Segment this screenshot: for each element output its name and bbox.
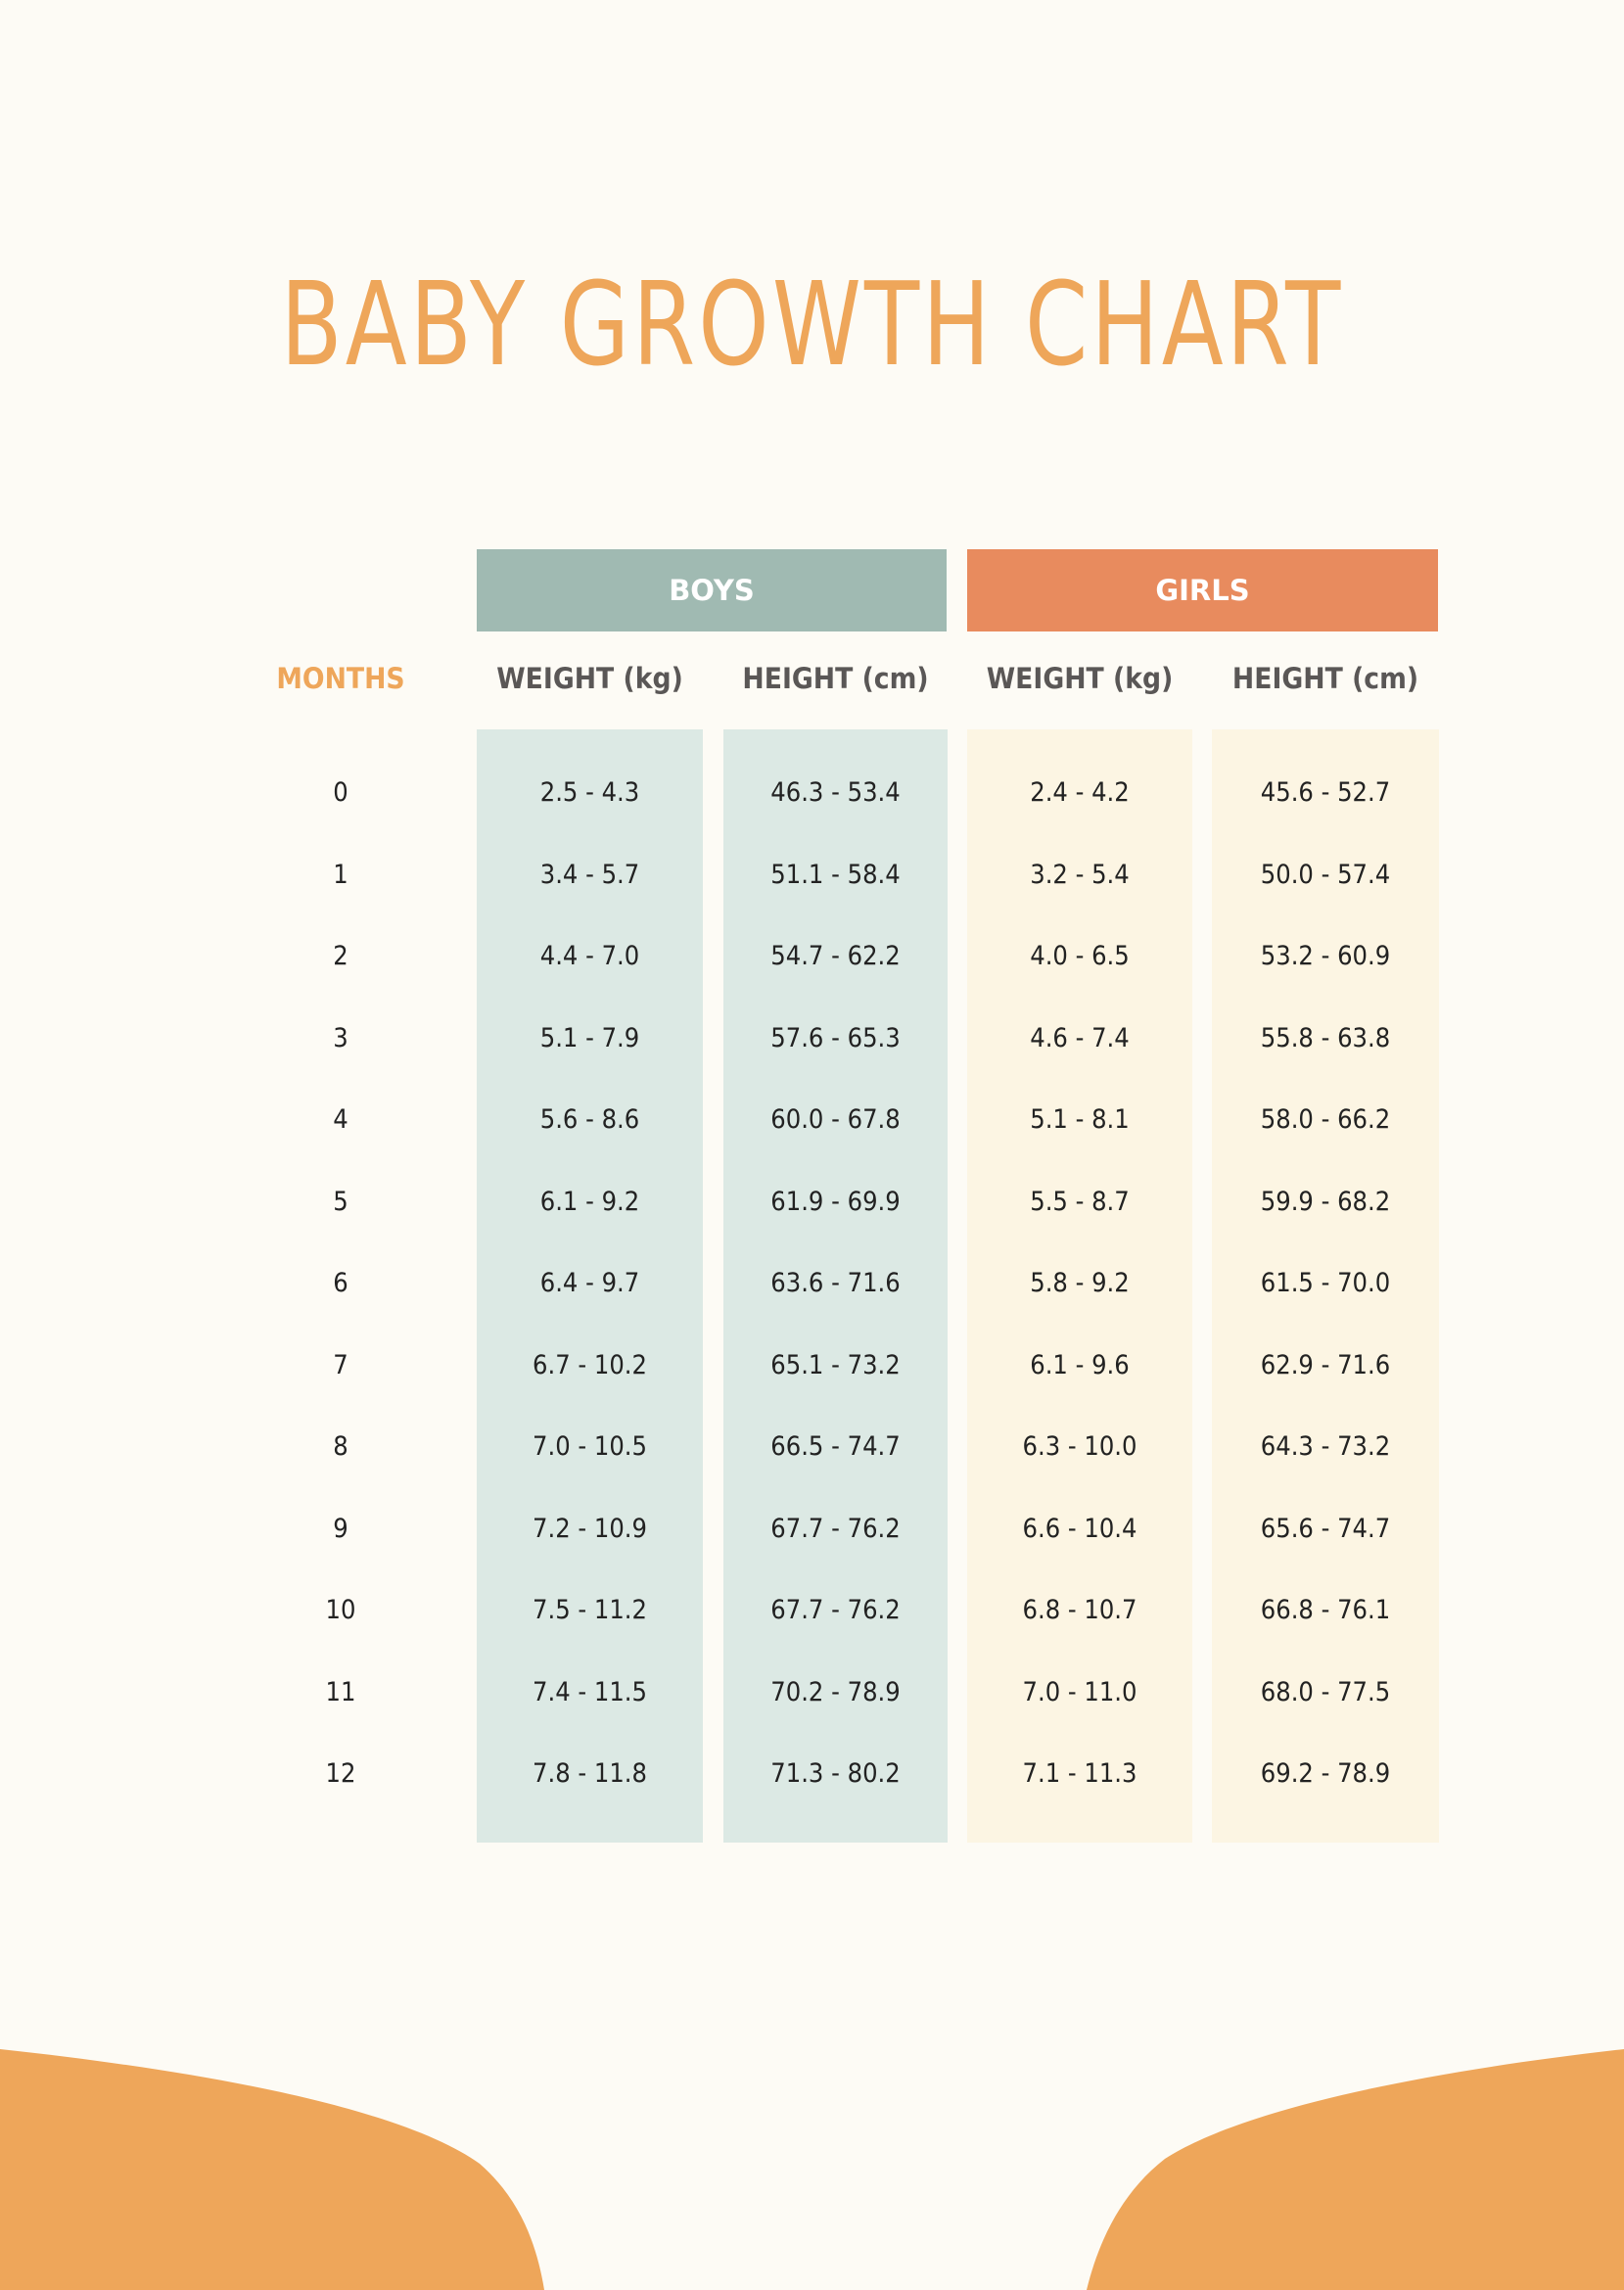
cell-boys-height: 46.3 - 53.4	[770, 777, 901, 808]
cell-boys-height: 65.1 - 73.2	[770, 1349, 901, 1380]
cell-girls-height: 69.2 - 78.9	[1260, 1758, 1391, 1789]
cell-girls-weight: 6.8 - 10.7	[1022, 1595, 1137, 1625]
cell-boys-height: 54.7 - 62.2	[770, 941, 901, 971]
cell-girls-height: 66.8 - 76.1	[1260, 1595, 1391, 1625]
cell-boys-height: 61.9 - 69.9	[770, 1186, 901, 1217]
cell-months: 12	[325, 1758, 356, 1789]
cell-girls-height: 58.0 - 66.2	[1260, 1104, 1391, 1135]
cell-girls-weight: 6.1 - 9.6	[1030, 1349, 1130, 1380]
cell-boys-weight: 4.4 - 7.0	[539, 941, 640, 971]
cell-girls-weight: 3.2 - 5.4	[1030, 859, 1130, 890]
column-header-girls-height: HEIGHT (cm)	[1231, 662, 1419, 695]
cell-girls-height: 65.6 - 74.7	[1260, 1513, 1391, 1544]
cell-boys-weight: 5.6 - 8.6	[539, 1104, 640, 1135]
cell-boys-weight: 5.1 - 7.9	[539, 1022, 640, 1053]
cell-girls-height: 50.0 - 57.4	[1260, 859, 1391, 890]
cell-girls-weight: 6.6 - 10.4	[1022, 1513, 1137, 1544]
page-title: BABY GROWTH CHART	[280, 257, 1344, 392]
cell-boys-weight: 6.1 - 9.2	[539, 1186, 640, 1217]
cell-months: 6	[333, 1268, 348, 1298]
cell-girls-weight: 5.8 - 9.2	[1030, 1268, 1130, 1298]
cell-boys-weight: 7.0 - 10.5	[533, 1431, 647, 1462]
right-wave-shape	[1087, 2049, 1624, 2290]
column-header-boys-weight: WEIGHT (kg)	[496, 662, 683, 695]
cell-months: 0	[333, 777, 348, 808]
girls-group-header: GIRLS	[967, 549, 1438, 631]
cell-months: 1	[333, 859, 348, 890]
left-wave-shape	[0, 2049, 544, 2290]
cell-boys-weight: 7.2 - 10.9	[533, 1513, 647, 1544]
cell-girls-height: 61.5 - 70.0	[1260, 1268, 1391, 1298]
cell-months: 4	[333, 1104, 348, 1135]
cell-girls-weight: 7.1 - 11.3	[1022, 1758, 1137, 1789]
cell-months: 9	[333, 1513, 348, 1544]
cell-boys-height: 67.7 - 76.2	[770, 1513, 901, 1544]
column-header-girls-weight: WEIGHT (kg)	[986, 662, 1174, 695]
girls-height-column-bg	[1212, 729, 1439, 1843]
cell-boys-height: 57.6 - 65.3	[770, 1022, 901, 1053]
cell-boys-height: 67.7 - 76.2	[770, 1595, 901, 1625]
boys-weight-column-bg	[477, 729, 703, 1843]
cell-boys-height: 70.2 - 78.9	[770, 1676, 901, 1707]
cell-boys-height: 66.5 - 74.7	[770, 1431, 901, 1462]
boys-group-header: BOYS	[477, 549, 947, 631]
cell-boys-weight: 2.5 - 4.3	[539, 777, 640, 808]
column-header-boys-height: HEIGHT (cm)	[742, 662, 929, 695]
cell-boys-height: 71.3 - 80.2	[770, 1758, 901, 1789]
cell-boys-weight: 7.5 - 11.2	[533, 1595, 647, 1625]
boys-height-column-bg	[723, 729, 948, 1843]
cell-boys-height: 63.6 - 71.6	[770, 1268, 901, 1298]
cell-months: 7	[333, 1349, 348, 1380]
cell-boys-weight: 6.4 - 9.7	[539, 1268, 640, 1298]
cell-boys-weight: 3.4 - 5.7	[539, 859, 640, 890]
cell-girls-weight: 4.6 - 7.4	[1030, 1022, 1130, 1053]
cell-girls-height: 62.9 - 71.6	[1260, 1349, 1391, 1380]
cell-girls-weight: 2.4 - 4.2	[1030, 777, 1130, 808]
cell-boys-height: 51.1 - 58.4	[770, 859, 901, 890]
cell-girls-weight: 7.0 - 11.0	[1022, 1676, 1137, 1707]
cell-girls-height: 68.0 - 77.5	[1260, 1676, 1391, 1707]
cell-months: 10	[325, 1595, 356, 1625]
cell-boys-height: 60.0 - 67.8	[770, 1104, 901, 1135]
cell-months: 8	[333, 1431, 348, 1462]
cell-girls-weight: 5.5 - 8.7	[1030, 1186, 1130, 1217]
column-header-months: MONTHS	[276, 662, 405, 695]
cell-girls-weight: 6.3 - 10.0	[1022, 1431, 1137, 1462]
cell-girls-weight: 4.0 - 6.5	[1030, 941, 1130, 971]
cell-boys-weight: 7.4 - 11.5	[533, 1676, 647, 1707]
cell-girls-height: 45.6 - 52.7	[1260, 777, 1391, 808]
cell-girls-height: 55.8 - 63.8	[1260, 1022, 1391, 1053]
cell-months: 11	[325, 1676, 356, 1707]
cell-months: 2	[333, 941, 348, 971]
cell-girls-height: 64.3 - 73.2	[1260, 1431, 1391, 1462]
cell-girls-weight: 5.1 - 8.1	[1030, 1104, 1130, 1135]
cell-girls-height: 53.2 - 60.9	[1260, 941, 1391, 971]
cell-girls-height: 59.9 - 68.2	[1260, 1186, 1391, 1217]
girls-weight-column-bg	[967, 729, 1192, 1843]
cell-months: 5	[333, 1186, 348, 1217]
cell-boys-weight: 6.7 - 10.2	[533, 1349, 647, 1380]
cell-boys-weight: 7.8 - 11.8	[533, 1758, 647, 1789]
cell-months: 3	[333, 1022, 348, 1053]
